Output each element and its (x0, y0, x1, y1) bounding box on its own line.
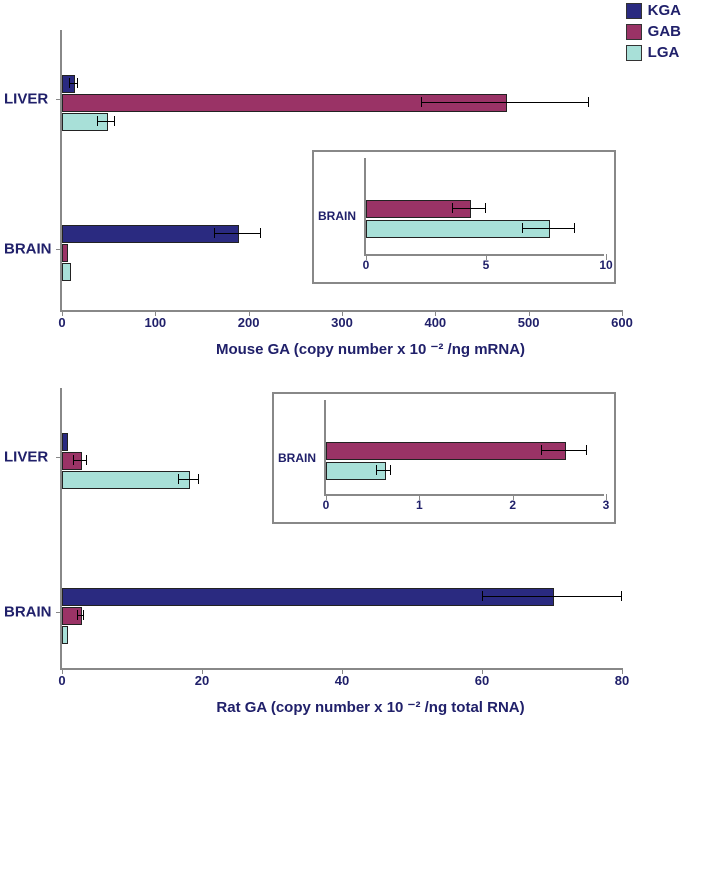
bar-kga (62, 588, 554, 606)
error-bar (482, 596, 622, 597)
category-label: LIVER (4, 449, 48, 466)
inset-chart: 0 5 10 BRAIN (312, 150, 616, 284)
inset-error-bar (541, 450, 588, 451)
inset-bar-gab (366, 200, 471, 218)
xtick: 500 (518, 315, 540, 330)
bar-gab (62, 607, 82, 625)
error-bar (69, 83, 78, 84)
bar-kga (62, 433, 68, 451)
xtick: 200 (238, 315, 260, 330)
rat-xlabel: Rat GA (copy number x 10 ⁻² /ng total RN… (60, 698, 681, 716)
error-bar (214, 233, 261, 234)
xtick: 80 (615, 673, 629, 688)
bar-lga (62, 263, 71, 281)
xtick: 20 (195, 673, 209, 688)
inset-category-label: BRAIN (318, 209, 356, 223)
inset-xtick: 10 (599, 258, 612, 272)
xtick: 100 (144, 315, 166, 330)
error-bar (421, 102, 589, 103)
bar-lga (62, 626, 68, 644)
inset-error-bar (522, 228, 575, 229)
mouse-xlabel: Mouse GA (copy number x 10 ⁻² /ng mRNA) (60, 340, 681, 358)
xtick: 400 (424, 315, 446, 330)
category-label: LIVER (4, 91, 48, 108)
xtick: 60 (475, 673, 489, 688)
inset-chart: 0 1 2 3 BRAIN (272, 392, 616, 524)
inset-bar-gab (326, 442, 566, 460)
bar-gab (62, 244, 68, 262)
xtick: 0 (58, 673, 65, 688)
inset-xtick: 0 (323, 498, 330, 512)
inset-xtick: 2 (509, 498, 516, 512)
category-label: BRAIN (4, 604, 52, 621)
mouse-chart: 0100200300400500600LIVERBRAIN0510BRAIN M… (60, 10, 681, 358)
error-bar (178, 479, 199, 480)
mouse-plot: 0100200300400500600LIVERBRAIN0510BRAIN (60, 30, 622, 312)
xtick: 0 (58, 315, 65, 330)
inset-xtick: 5 (483, 258, 490, 272)
rat-chart: 020406080LIVERBRAIN0123BRAIN Rat GA (cop… (60, 388, 681, 716)
xtick: 40 (335, 673, 349, 688)
xtick: 600 (611, 315, 633, 330)
bar-lga (62, 471, 190, 489)
category-label: BRAIN (4, 241, 52, 258)
error-bar (97, 121, 116, 122)
bar-lga (62, 113, 108, 131)
bar-kga (62, 225, 239, 243)
inset-error-bar (452, 208, 486, 209)
bar-gab (62, 94, 507, 112)
inset-error-bar (376, 470, 391, 471)
error-bar (77, 615, 84, 616)
inset-category-label: BRAIN (278, 451, 316, 465)
inset-xtick: 0 (363, 258, 370, 272)
inset-xtick: 3 (603, 498, 610, 512)
inset-xtick: 1 (416, 498, 423, 512)
xtick: 300 (331, 315, 353, 330)
rat-plot: 020406080LIVERBRAIN0123BRAIN (60, 388, 622, 670)
error-bar (73, 460, 87, 461)
